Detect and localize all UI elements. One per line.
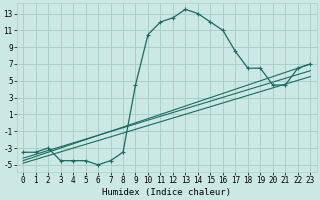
X-axis label: Humidex (Indice chaleur): Humidex (Indice chaleur): [102, 188, 231, 197]
